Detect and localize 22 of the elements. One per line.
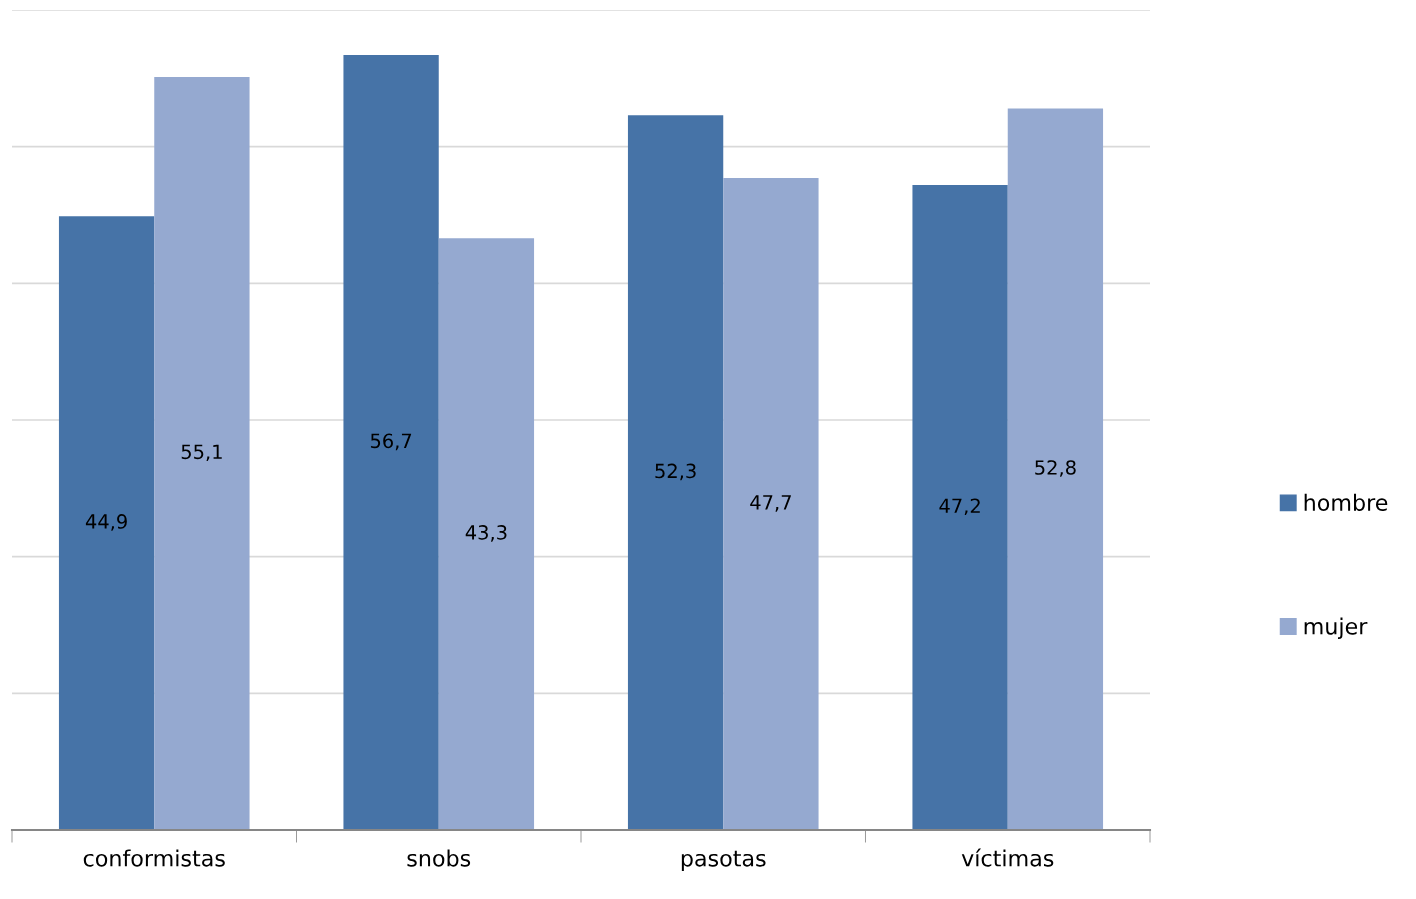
legend-label: mujer bbox=[1304, 617, 1368, 639]
bar bbox=[723, 178, 819, 830]
bar bbox=[343, 55, 439, 830]
data-label: 44,9 bbox=[85, 514, 127, 531]
data-label: 52,3 bbox=[655, 463, 696, 481]
bar bbox=[627, 115, 724, 830]
legend-label: hombre bbox=[1304, 493, 1388, 511]
x-tick-label: conformistas bbox=[83, 849, 225, 867]
data-label: 43,3 bbox=[465, 525, 507, 542]
x-tick-label: pasotas bbox=[681, 850, 766, 871]
bar bbox=[1007, 108, 1104, 830]
data-label: 47,7 bbox=[750, 495, 791, 512]
bar bbox=[154, 76, 250, 830]
x-tick-label: snobs bbox=[407, 849, 471, 867]
bar bbox=[58, 216, 155, 830]
data-label: 52,8 bbox=[1035, 460, 1076, 477]
bar bbox=[438, 238, 535, 830]
data-label: 56,7 bbox=[370, 433, 412, 451]
data-label: 47,2 bbox=[939, 498, 980, 516]
x-tick-label: víctimas bbox=[961, 848, 1054, 867]
data-label: 55,1 bbox=[181, 444, 222, 462]
bar bbox=[912, 184, 1008, 830]
